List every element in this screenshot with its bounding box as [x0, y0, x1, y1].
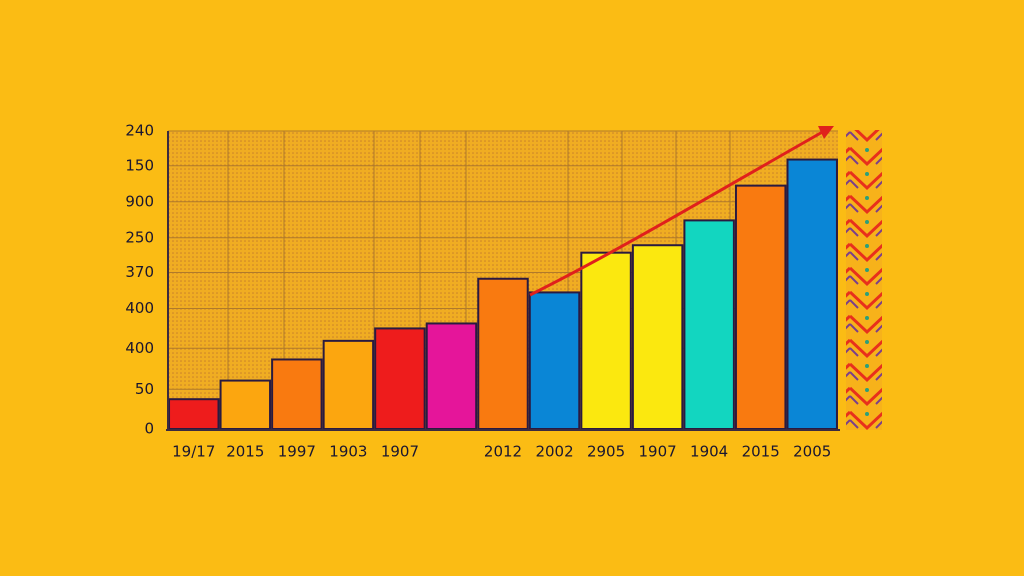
- x-tick-label: 2005: [793, 443, 831, 461]
- x-tick-label: 1907: [639, 443, 677, 461]
- bar: [580, 251, 632, 430]
- y-tick-label: 400: [125, 299, 154, 317]
- bar: [374, 327, 426, 430]
- y-tick-label: 0: [144, 420, 154, 438]
- y-tick-label: 50: [135, 380, 154, 398]
- bar: [528, 291, 581, 430]
- y-tick-label: 400: [125, 339, 154, 357]
- x-tick-label: 2012: [484, 443, 522, 461]
- y-tick-label: 150: [125, 156, 154, 174]
- bar: [683, 219, 735, 430]
- y-tick-label: 370: [125, 263, 154, 281]
- side-pattern: [846, 130, 882, 430]
- bar: [219, 379, 272, 431]
- bar: [477, 277, 529, 430]
- trend-arrow: [529, 128, 827, 297]
- y-tick-label: 250: [125, 228, 154, 246]
- x-tick-label: 2015: [226, 443, 264, 461]
- bar: [168, 398, 220, 431]
- arrow-head: [818, 126, 834, 139]
- bar: [631, 244, 684, 430]
- bar: [786, 158, 838, 431]
- x-tick-label: 19/17: [172, 443, 215, 461]
- bar: [734, 184, 787, 430]
- x-tick-label: 2905: [587, 443, 625, 461]
- x-tick-label: 2015: [742, 443, 780, 461]
- y-tick-label: 240: [125, 122, 154, 140]
- bar: [322, 339, 375, 431]
- x-tick-label: 1907: [381, 443, 419, 461]
- x-tick-label: 1903: [329, 443, 367, 461]
- y-tick-label: 900: [125, 192, 154, 210]
- bar: [271, 358, 323, 431]
- x-tick-label: 1997: [278, 443, 316, 461]
- x-tick-label: 2002: [535, 443, 573, 461]
- x-tick-label: 1904: [690, 443, 728, 461]
- bar: [425, 322, 478, 431]
